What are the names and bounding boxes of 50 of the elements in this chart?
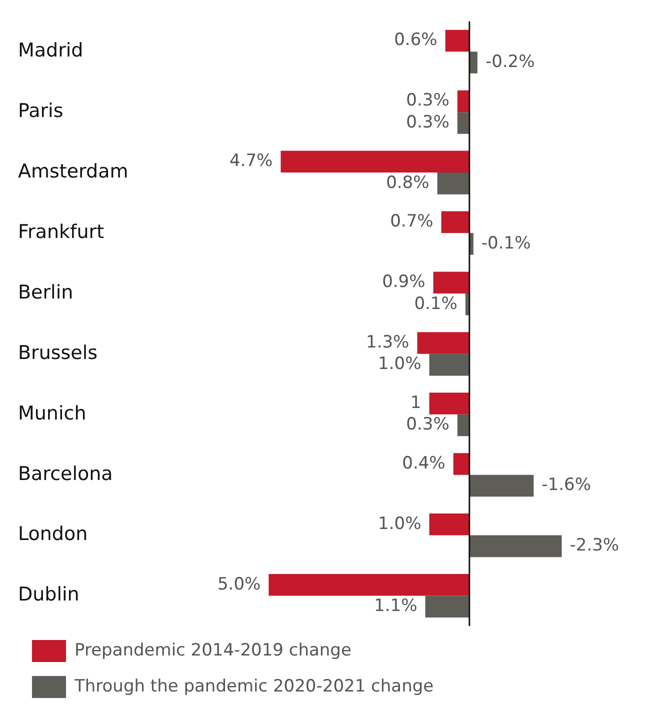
data-label: 0.3% [406, 112, 450, 132]
data-label: 0.3% [406, 414, 450, 435]
data-label: 1 [410, 392, 422, 413]
bar [453, 453, 470, 475]
bar [417, 332, 470, 354]
bar [429, 514, 470, 536]
data-label: 0.4% [402, 453, 446, 474]
data-label: 0.6% [394, 30, 438, 50]
bar [437, 172, 470, 194]
bar [429, 392, 470, 414]
data-label: -0.2% [485, 52, 535, 72]
data-label: -2.3% [570, 536, 620, 556]
y-tick-label: Brussels [18, 342, 98, 364]
data-label: 1.1% [374, 596, 418, 616]
bar [469, 535, 562, 558]
bar [457, 90, 470, 112]
bar [469, 52, 478, 74]
data-label: 0.7% [390, 212, 434, 232]
data-label: 5.0% [217, 574, 261, 594]
data-label: -0.1% [481, 233, 531, 254]
bar [441, 211, 470, 234]
y-tick-label: Berlin [18, 281, 74, 304]
bar [469, 474, 534, 497]
data-label: 0.9% [382, 272, 426, 292]
data-label: 0.8% [386, 172, 430, 193]
y-tick-label: Dublin [18, 584, 80, 606]
data-label: 1.3% [366, 332, 410, 352]
bar [280, 150, 470, 173]
y-tick-label: Paris [18, 100, 64, 122]
data-label: 0.1% [414, 294, 458, 314]
bar [429, 354, 470, 376]
y-tick-label: Amsterdam [18, 160, 128, 182]
data-label: 4.7% [230, 151, 273, 172]
bar [433, 272, 470, 294]
bar [425, 596, 470, 618]
data-label: 1.0% [378, 514, 422, 534]
legend-label: Prepandemic 2014-2019 change [74, 640, 352, 660]
data-label: 1.0% [378, 354, 422, 374]
bar [268, 574, 470, 596]
bar [457, 112, 470, 134]
data-label: -1.6% [542, 475, 591, 496]
y-tick-label: London [18, 523, 88, 546]
bar [445, 30, 470, 52]
y-tick-label: Frankfurt [18, 220, 104, 243]
legend-label: Through the pandemic 2020-2021 change [74, 676, 434, 696]
data-label: 0.3% [406, 90, 450, 111]
y-tick-label: Barcelona [18, 462, 113, 485]
y-tick-label: Madrid [18, 40, 84, 62]
y-tick-label: Munich [18, 402, 86, 424]
bar [457, 414, 470, 436]
